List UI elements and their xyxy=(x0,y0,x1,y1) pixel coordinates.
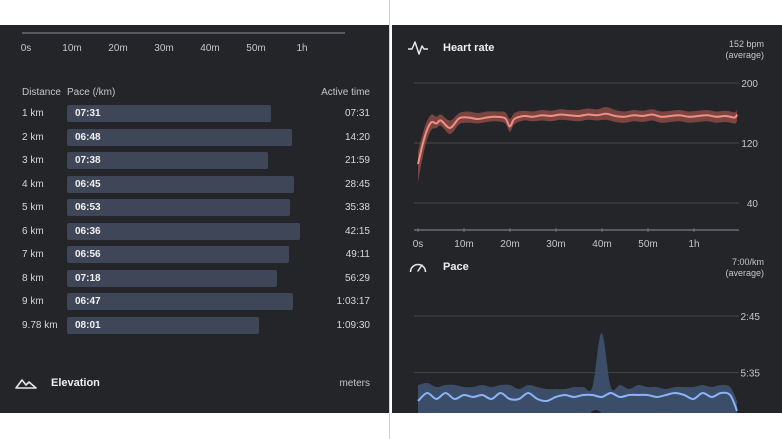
heart-rate-title: Heart rate xyxy=(443,42,495,54)
top-timeline xyxy=(22,32,345,34)
time-axis-tick: 10m xyxy=(62,43,82,54)
split-distance: 5 km xyxy=(22,202,44,213)
pace-average-note: (average) xyxy=(725,268,764,278)
hr-y-tick: 120 xyxy=(741,139,758,150)
split-pace: 06:56 xyxy=(75,249,101,260)
pace-series-line xyxy=(417,391,738,412)
active-time-header: Active time xyxy=(321,87,370,98)
split-distance: 6 km xyxy=(22,225,44,237)
hr-x-tick: 20m xyxy=(500,239,519,250)
split-row: 7 km 06:56 49:11 xyxy=(0,246,389,264)
time-axis-tick: 20m xyxy=(108,43,128,54)
hr-x-tick: 0s xyxy=(413,239,424,250)
heart-rate-value: 152 bpm xyxy=(728,39,764,49)
pace-header: Pace (/km) xyxy=(67,87,116,98)
hr-x-tick: 30m xyxy=(546,239,565,250)
mountain-icon xyxy=(15,379,37,389)
time-axis-tick: 1h xyxy=(296,43,308,54)
split-row: 8 km 07:18 56:29 xyxy=(0,269,389,288)
split-pace: 07:18 xyxy=(75,272,101,284)
split-pace-bar xyxy=(67,246,289,263)
split-row: 9 km 06:47 1:03:17 xyxy=(0,293,389,311)
split-distance: 9 km xyxy=(22,296,44,307)
split-pace-bar xyxy=(67,175,295,193)
pace-average: 7:00/km (average) xyxy=(725,257,764,279)
split-row: 5 km 06:53 35:38 xyxy=(0,199,389,217)
split-active-time: 56:29 xyxy=(344,272,370,284)
heart-rate-icon xyxy=(408,41,428,55)
pace-title: Pace xyxy=(443,261,469,273)
split-distance: 7 km xyxy=(22,249,44,260)
split-distance: 2 km xyxy=(22,131,44,143)
split-pace-bar xyxy=(67,316,259,334)
split-row: 9.78 km 08:01 1:09:30 xyxy=(0,316,389,335)
distance-header: Distance xyxy=(22,87,61,98)
split-distance: 1 km xyxy=(22,108,44,119)
split-pace-bar xyxy=(67,152,269,169)
elevation-title: Elevation xyxy=(51,377,100,389)
split-pace-bar xyxy=(67,199,290,216)
hr-series-line xyxy=(417,112,738,165)
split-pace-bar xyxy=(67,293,294,310)
heart-rate-average: 152 bpm (average) xyxy=(725,39,764,61)
split-pace-bar xyxy=(67,128,293,146)
split-active-time: 1:03:17 xyxy=(336,296,370,307)
hr-x-tick: 10m xyxy=(454,239,473,250)
split-pace-bar xyxy=(67,105,272,122)
split-active-time: 49:11 xyxy=(345,249,370,260)
split-active-time: 28:45 xyxy=(344,178,370,190)
split-active-time: 21:59 xyxy=(344,155,370,166)
pace-y-tick: 2:45 xyxy=(741,312,761,323)
elevation-unit: meters xyxy=(339,378,370,389)
time-axis-tick: 0s xyxy=(20,43,32,54)
split-pace-bar xyxy=(67,269,278,287)
hr-x-tick: 40m xyxy=(592,239,611,250)
split-row: 1 km 07:31 07:31 xyxy=(0,105,389,123)
heart-rate-average-note: (average) xyxy=(725,50,764,60)
hr-x-tick: 50m xyxy=(638,239,657,250)
split-pace: 06:45 xyxy=(75,178,101,190)
split-active-time: 35:38 xyxy=(344,202,370,213)
split-active-time: 14:20 xyxy=(344,131,370,143)
split-pace: 08:01 xyxy=(75,319,101,331)
hr-y-tick: 200 xyxy=(741,79,758,90)
charts-panel: Heart rate 152 bpm (average) 200 120 40 0s 1… xyxy=(392,25,782,413)
split-distance: 9.78 km xyxy=(22,319,58,331)
pace-range-band xyxy=(418,333,737,413)
split-active-time: 07:31 xyxy=(344,108,370,119)
split-active-time: 1:09:30 xyxy=(336,319,370,331)
speedometer-icon xyxy=(409,263,427,273)
split-pace-bar xyxy=(67,222,300,240)
split-distance: 4 km xyxy=(22,178,44,190)
panel-divider xyxy=(389,0,392,439)
split-active-time: 42:15 xyxy=(344,225,370,237)
pace-y-tick: 5:35 xyxy=(741,369,761,380)
split-distance: 3 km xyxy=(22,155,44,166)
time-axis-tick: 50m xyxy=(246,43,266,54)
split-distance: 8 km xyxy=(22,272,44,284)
time-axis-tick: 30m xyxy=(154,43,174,54)
split-row: 4 km 06:45 28:45 xyxy=(0,175,389,194)
hr-y-tick: 40 xyxy=(747,199,759,210)
split-pace: 07:31 xyxy=(75,108,101,119)
split-pace: 06:36 xyxy=(75,225,101,237)
splits-panel: 0s 10m 20m 30m 40m 50m 1h Distance Pace (/km) … xyxy=(0,25,389,413)
split-pace: 06:47 xyxy=(75,296,101,307)
split-row: 2 km 06:48 14:20 xyxy=(0,128,389,147)
split-pace: 06:48 xyxy=(75,131,101,143)
split-row: 6 km 06:36 42:15 xyxy=(0,222,389,241)
split-pace: 06:53 xyxy=(75,202,101,213)
split-pace: 07:38 xyxy=(75,155,101,166)
pace-value: 7:00/km xyxy=(731,257,764,267)
heart-rate-chart: 200 120 40 0s 10m 20m 30m 40m 50m 1h xyxy=(413,79,759,250)
time-axis-tick: 40m xyxy=(200,43,220,54)
split-row: 3 km 07:38 21:59 xyxy=(0,152,389,170)
pace-chart: 2:45 5:35 xyxy=(414,312,761,413)
hr-x-tick: 1h xyxy=(688,239,699,250)
